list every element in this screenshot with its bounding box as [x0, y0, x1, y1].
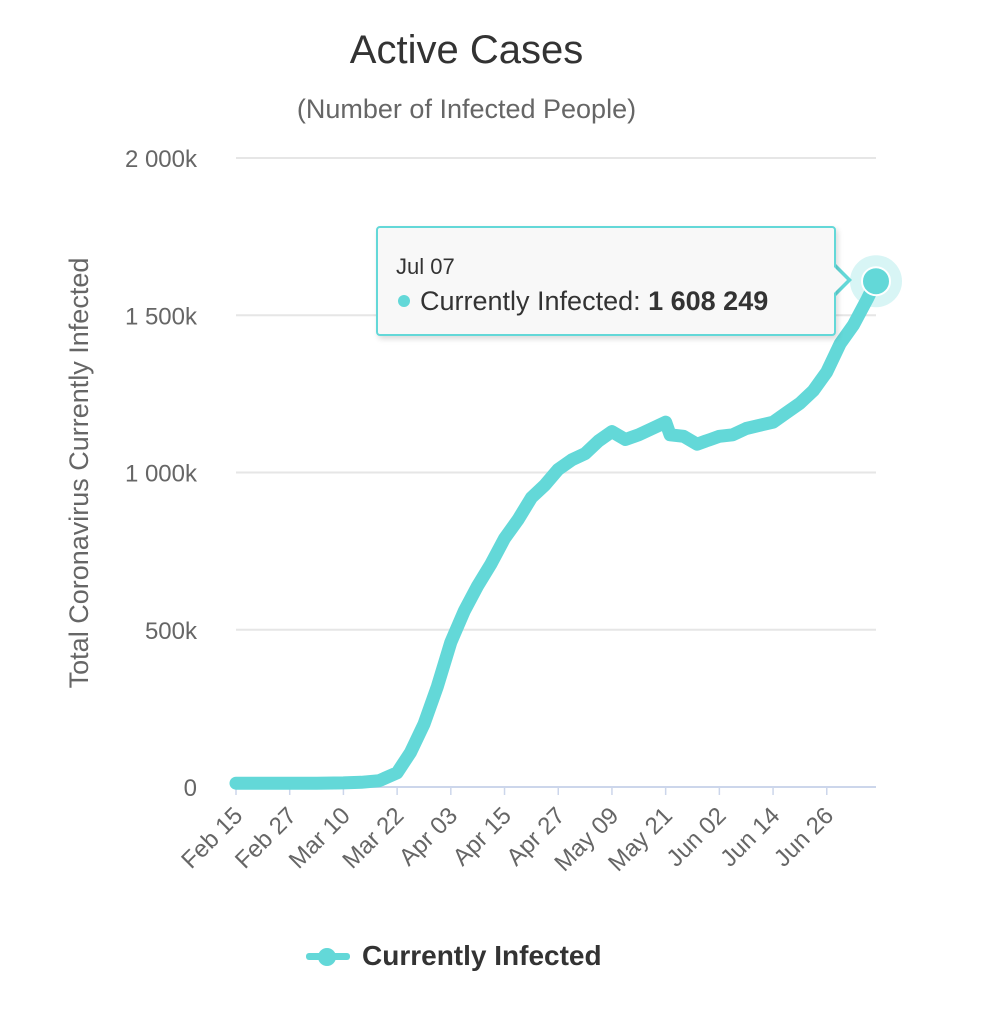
tooltip-series-dot	[398, 294, 410, 307]
legend-label: Currently Infected	[362, 940, 602, 971]
chart-subtitle: (Number of Infected People)	[296, 94, 637, 124]
x-tick-label: Apr 03	[394, 802, 463, 871]
tooltip-arrow-inner	[832, 265, 847, 295]
tooltip-label: Currently Infected:	[420, 286, 649, 316]
x-tick-label: Jun 26	[769, 802, 839, 872]
x-tick-label: Jun 14	[715, 802, 785, 872]
tooltip-row: Currently Infected: 1 608 249	[398, 286, 768, 317]
y-tick-label: 0	[184, 775, 197, 802]
series-line	[229, 274, 883, 790]
legend-swatch	[306, 948, 350, 966]
y-tick-label: 500k	[145, 618, 198, 645]
tooltip-value: 1 608 249	[648, 286, 769, 316]
y-axis-title: Total Coronavirus Currently Infected	[64, 258, 94, 689]
y-tick-label: 1 500k	[125, 303, 198, 330]
y-tick-label: 1 000k	[125, 461, 198, 488]
y-tick-label: 2 000k	[125, 146, 198, 173]
x-tick-label: Jun 02	[662, 802, 732, 872]
x-tick-label: Mar 22	[337, 802, 409, 874]
highlighted-point[interactable]	[861, 266, 891, 297]
tooltip: Jul 07 Currently Infected: 1 608 249	[376, 226, 836, 336]
chart-title: Active Cases	[349, 28, 584, 72]
tooltip-date: Jul 07	[396, 254, 455, 279]
legend[interactable]: Currently Infected	[306, 940, 602, 972]
x-tick-label: Apr 15	[448, 802, 517, 871]
